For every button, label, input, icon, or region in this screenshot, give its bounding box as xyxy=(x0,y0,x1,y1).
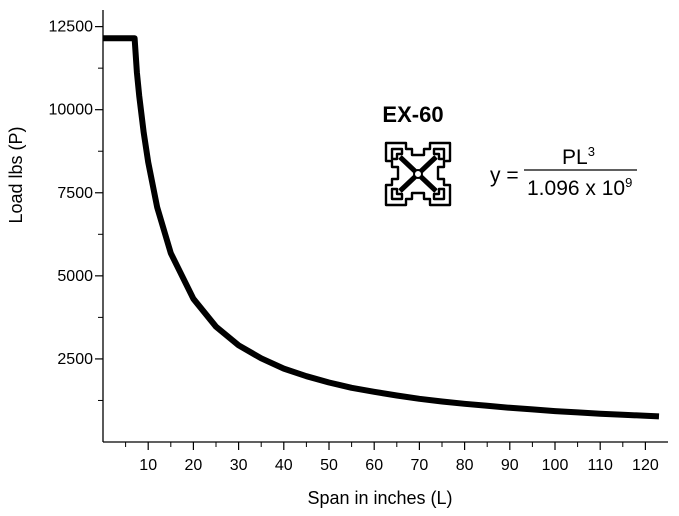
y-tick-label: 5000 xyxy=(57,268,93,285)
numerator-base: PL xyxy=(562,146,588,169)
annotation: EX-60 y = PL3 1.096 x 109 xyxy=(382,102,637,207)
profile-title: EX-60 xyxy=(382,102,443,127)
x-tick-label: 30 xyxy=(230,457,248,474)
x-axis-title: Span in inches (L) xyxy=(307,488,452,508)
axes xyxy=(102,10,668,443)
y-tick-label: 7500 xyxy=(57,185,93,202)
y-tick-label: 2500 xyxy=(57,351,93,368)
y-ticks: 2500 5000 7500 10000 12500 xyxy=(49,19,103,401)
x-tick-label: 60 xyxy=(365,457,383,474)
x-tick-label: 10 xyxy=(139,457,157,474)
y-tick-label: 10000 xyxy=(49,102,94,119)
denominator-exponent: 9 xyxy=(625,175,632,190)
x-tick-label: 50 xyxy=(320,457,338,474)
numerator-exponent: 3 xyxy=(588,144,595,159)
x-tick-label: 120 xyxy=(632,457,659,474)
x-tick-label: 80 xyxy=(456,457,474,474)
formula-lhs: y = xyxy=(490,164,519,187)
x-tick-label: 100 xyxy=(542,457,569,474)
x-tick-label: 40 xyxy=(275,457,293,474)
x-tick-label: 110 xyxy=(587,457,613,474)
plot-series xyxy=(103,35,660,420)
x-tick-label: 90 xyxy=(501,457,519,474)
denominator-base: 1.096 x 10 xyxy=(527,177,625,200)
x-tick-label: 70 xyxy=(411,457,429,474)
y-tick-label: 12500 xyxy=(49,19,94,36)
y-axis-title: Load lbs (P) xyxy=(6,126,26,223)
load-curve-line xyxy=(103,35,660,420)
aluminum-extrusion-profile-icon xyxy=(384,141,452,207)
x-tick-label: 20 xyxy=(185,457,203,474)
formula-denominator: 1.096 x 109 xyxy=(527,175,632,200)
x-ticks: 10 20 30 40 50 60 70 80 90 100 110 120 xyxy=(125,442,659,474)
formula-numerator: PL3 xyxy=(562,144,595,169)
